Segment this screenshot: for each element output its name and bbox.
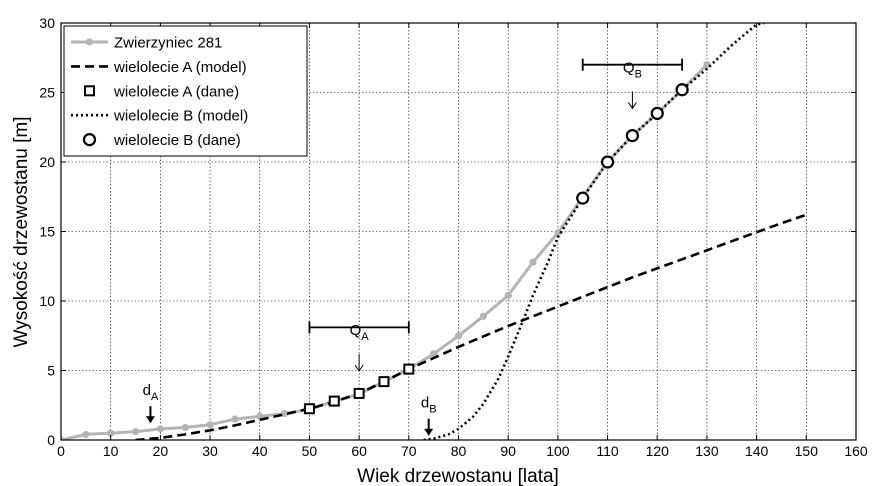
x-tick-label: 100 — [546, 443, 570, 459]
point-zwierzyniec — [529, 258, 537, 266]
legend-label: wielolecie A (dane) — [113, 83, 239, 100]
x-tick-label: 60 — [351, 443, 367, 459]
x-tick-label: 20 — [153, 443, 169, 459]
y-tick-label: 20 — [39, 154, 55, 170]
x-tick-label: 10 — [103, 443, 119, 459]
point-data-b — [650, 106, 664, 120]
y-tick-label: 30 — [39, 15, 55, 31]
label-dA: dA — [143, 382, 159, 403]
legend-label: wielolecie B (model) — [113, 108, 248, 125]
x-tick-label: 70 — [401, 443, 417, 459]
x-tick-label: 30 — [202, 443, 218, 459]
point-zwierzyniec — [131, 428, 140, 436]
point-zwierzyniec — [454, 332, 463, 340]
series-layer — [61, 23, 807, 440]
x-tick-label: 150 — [795, 443, 819, 459]
legend-box — [63, 25, 308, 157]
point-data-b — [675, 83, 689, 97]
point-zwierzyniec — [231, 415, 239, 423]
x-tick-label: 130 — [695, 443, 719, 459]
x-axis-title: Wiek drzewostanu [lata] — [357, 466, 559, 486]
y-tick-label: 10 — [39, 293, 55, 309]
label-dB: dB — [421, 395, 437, 416]
legend-marker-data-a — [84, 85, 95, 97]
point-zwierzyniec — [554, 229, 562, 237]
point-zwierzyniec — [703, 61, 711, 69]
point-data-a — [353, 387, 365, 399]
point-data-a — [328, 395, 340, 407]
axis-ticks: 0 10 20 30 40 50 60 70 80 90 100 110 120 130 140 150 160… — [39, 15, 867, 459]
point-zwierzyniec — [181, 423, 189, 432]
point-zwierzyniec — [479, 312, 487, 320]
point-zwierzyniec — [504, 291, 512, 300]
point-data-b — [600, 155, 615, 169]
legend-marker-data-b — [82, 133, 97, 147]
point-zwierzyniec — [61, 436, 65, 440]
x-tick-label: 120 — [646, 443, 670, 459]
annotations: QA QB dA dB — [143, 58, 683, 436]
legend-marker-zwierzyniec — [85, 38, 94, 46]
x-tick-label: 160 — [844, 443, 868, 459]
point-data-a — [378, 376, 390, 388]
point-data-b — [576, 191, 590, 205]
point-zwierzyniec — [82, 430, 90, 439]
legend: Zwierzyniec 281 wielolecie A (model) wielo… — [63, 25, 308, 157]
y-tick-label: 15 — [39, 224, 55, 240]
point-data-a — [403, 363, 415, 375]
point-zwierzyniec — [280, 409, 289, 418]
point-zwierzyniec — [206, 421, 214, 429]
legend-label: wielolecie B (dane) — [113, 132, 241, 149]
arrowhead-QB — [627, 102, 637, 110]
arrowhead-QA — [354, 364, 364, 373]
arrowhead-dB — [424, 428, 434, 436]
arrowhead-dA — [145, 416, 155, 424]
point-data-a — [303, 403, 315, 415]
legend-label: Zwierzyniec 281 — [114, 35, 222, 52]
x-tick-label: 50 — [302, 443, 318, 459]
label-QB: QB — [623, 59, 642, 80]
x-tick-label: 110 — [596, 443, 619, 459]
legend-label: wielolecie A (model) — [113, 59, 247, 76]
series-line-model-b — [423, 23, 765, 440]
x-tick-label: 40 — [252, 443, 268, 459]
point-zwierzyniec — [107, 429, 115, 437]
point-data-b — [625, 128, 640, 143]
x-tick-label: 140 — [745, 443, 769, 459]
x-tick-label: 0 — [57, 443, 65, 459]
y-tick-label: 0 — [47, 432, 55, 448]
y-axis-title: Wysokość drzewostanu [m] — [11, 116, 32, 347]
y-tick-label: 5 — [47, 363, 55, 379]
x-tick-label: 90 — [500, 443, 516, 459]
y-tick-label: 25 — [39, 85, 55, 101]
x-tick-label: 80 — [451, 443, 467, 459]
point-zwierzyniec — [430, 350, 438, 358]
series-line-model-a — [135, 213, 807, 440]
label-QA: QA — [350, 322, 370, 343]
point-zwierzyniec — [156, 425, 164, 433]
